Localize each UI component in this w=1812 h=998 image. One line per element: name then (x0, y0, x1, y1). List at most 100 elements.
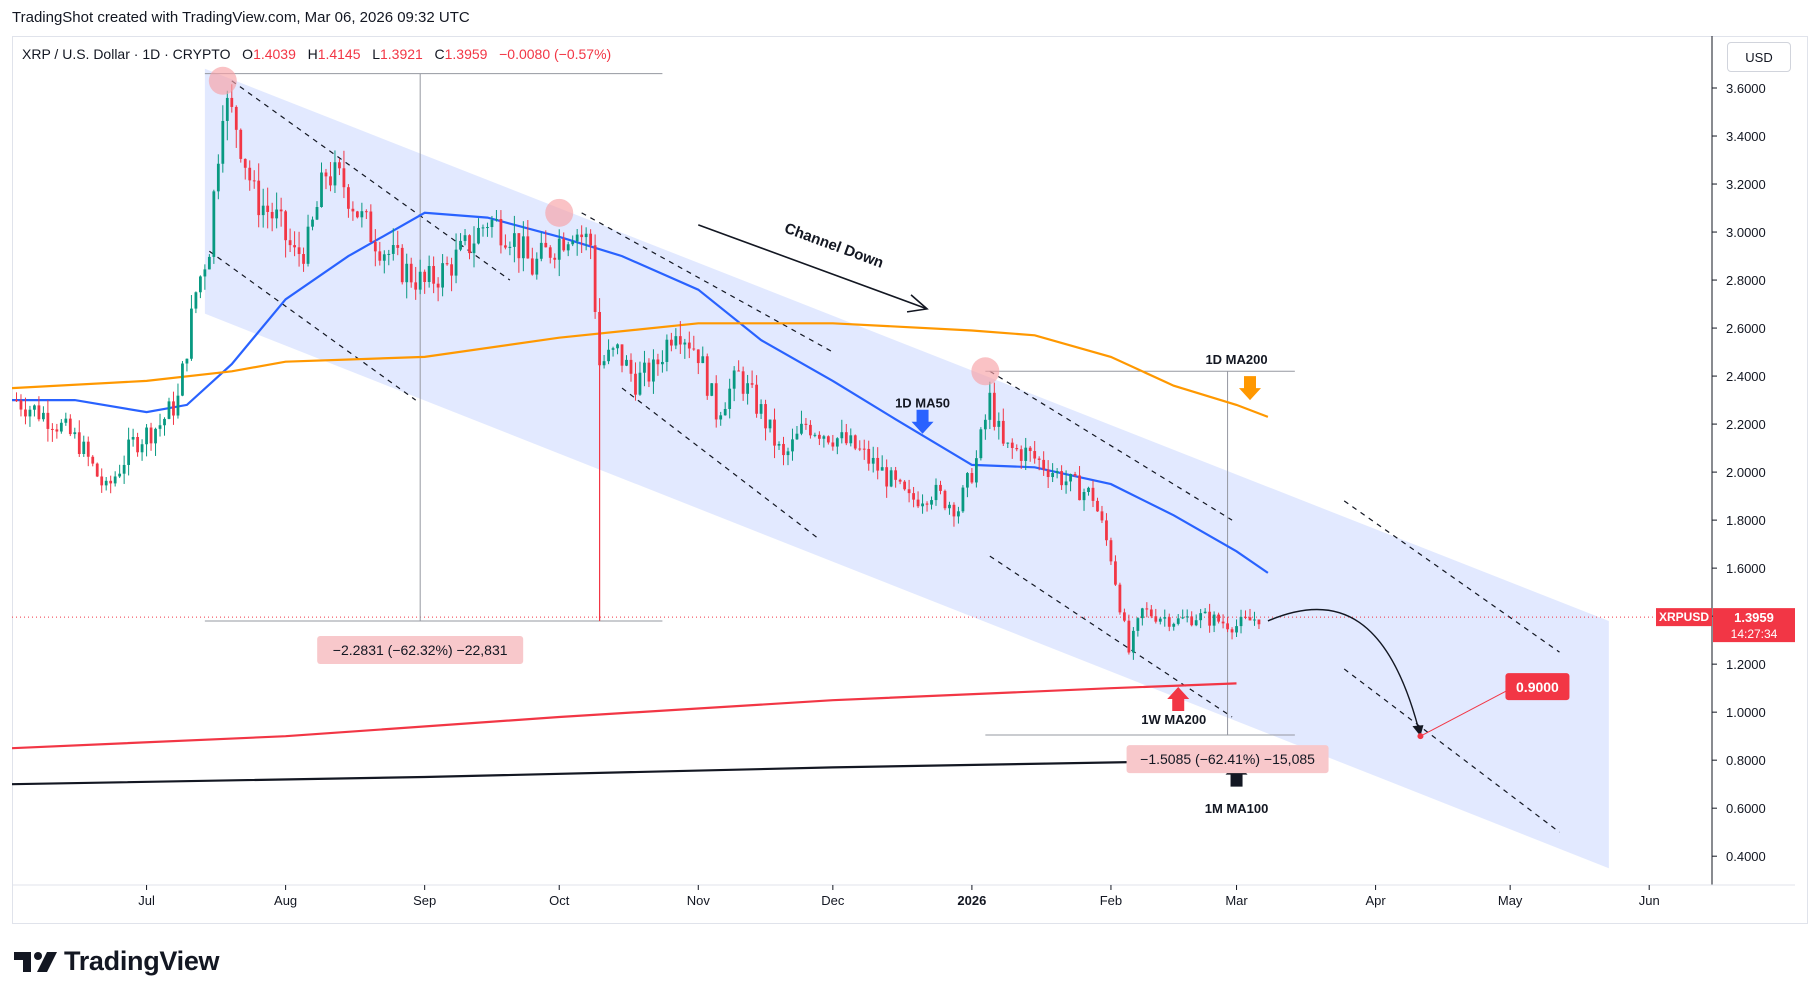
candle-body (167, 401, 171, 419)
candle-body (817, 434, 821, 439)
candle-body (764, 404, 767, 429)
candle-body (100, 476, 104, 486)
candle-body (921, 503, 924, 507)
symbol-tag-label: XRPUSD (1659, 610, 1709, 624)
candle-body (409, 263, 413, 283)
candle-body (149, 427, 153, 444)
candle-body (1114, 561, 1117, 585)
time-tick-label: Dec (821, 893, 845, 908)
candle-body (1073, 474, 1077, 476)
candle-body (499, 218, 503, 246)
candle-body (1163, 617, 1167, 619)
time-tick-label: 2026 (957, 893, 986, 908)
candle-body (598, 311, 601, 366)
candle-body (768, 419, 772, 429)
candle-body (889, 470, 893, 487)
time-tick-label: Jun (1639, 893, 1660, 908)
candle-body (252, 180, 256, 182)
candle-body (55, 429, 59, 432)
candle-body (629, 359, 633, 374)
candle-body (243, 158, 247, 168)
candle-body (387, 253, 391, 255)
candle-body (634, 373, 637, 395)
candle-body (333, 162, 337, 186)
candle-body (288, 240, 292, 246)
time-tick-label: Nov (687, 893, 711, 908)
candle-body (1167, 617, 1171, 627)
legend-high: 1.4145 (317, 46, 361, 62)
candle-body (28, 409, 32, 417)
candle-body (934, 484, 938, 501)
candle-body (723, 408, 727, 416)
candle-body (575, 234, 579, 242)
candle-body (203, 269, 207, 277)
candle-body (257, 180, 261, 216)
price-tick-label: 1.8000 (1726, 513, 1766, 528)
candle-body (324, 172, 328, 177)
candle-body (127, 439, 131, 465)
candle-body (800, 423, 803, 434)
candle-body (1078, 475, 1081, 501)
channel-guide-line (231, 80, 511, 281)
candle-body (1024, 447, 1028, 461)
candle-body (566, 244, 570, 251)
channel-guide-line (581, 212, 834, 353)
candle-body (347, 187, 350, 209)
candle-body (373, 242, 377, 252)
annotation-1d-ma50: 1D MA50 (895, 395, 950, 410)
candle-body (284, 211, 288, 241)
time-tick-label: Jul (138, 893, 155, 908)
peak-marker-circle (971, 357, 1000, 386)
candle-body (602, 361, 606, 366)
price-tick-label: 2.8000 (1726, 273, 1766, 288)
candle-body (692, 348, 696, 350)
candle-body (835, 438, 839, 447)
chart-frame[interactable] (12, 36, 1808, 924)
candle-body (741, 371, 745, 394)
candle-body (1203, 611, 1207, 614)
candle-body (1149, 609, 1153, 617)
candle-body (163, 418, 166, 426)
candle-body (450, 264, 453, 276)
candle-body (329, 176, 332, 186)
time-tick-label: Apr (1365, 893, 1386, 908)
candle-body (472, 243, 476, 254)
candle-body (486, 227, 489, 229)
candle-body (432, 266, 436, 284)
candle-body (1248, 617, 1252, 621)
candle-body (674, 336, 678, 346)
candle-body (436, 283, 440, 288)
candle-body (1176, 618, 1180, 624)
tradingview-logo[interactable]: TradingView (14, 946, 220, 977)
channel-down-band (204, 68, 1609, 869)
candle-body (512, 233, 516, 247)
candle-body (898, 479, 902, 482)
candle-body (979, 429, 983, 459)
ma200-weekly-arrow-icon (1167, 686, 1190, 711)
candle-body (1001, 420, 1005, 444)
candle-body (495, 218, 498, 220)
peak-marker-circle (545, 198, 574, 227)
candle-body (230, 97, 234, 107)
candle-body (939, 484, 942, 491)
candle-body (786, 451, 790, 456)
candle-body (423, 271, 427, 283)
candle-body (1230, 629, 1234, 633)
candle-body (795, 433, 799, 440)
candle-body (755, 384, 758, 414)
candle-body (468, 235, 471, 254)
candle-body (880, 467, 884, 471)
candle-body (50, 428, 54, 430)
candle-body (665, 339, 669, 362)
candle-body (885, 467, 889, 487)
candle-body (1145, 608, 1149, 610)
candle-body (530, 258, 534, 275)
projection-curve (1267, 608, 1422, 737)
currency-selector[interactable]: USD (1727, 42, 1791, 72)
candle-body (73, 432, 77, 435)
candle-body (91, 456, 95, 464)
candle-body (508, 246, 512, 248)
time-tick-label: Mar (1225, 893, 1248, 908)
candle-body (225, 97, 229, 121)
